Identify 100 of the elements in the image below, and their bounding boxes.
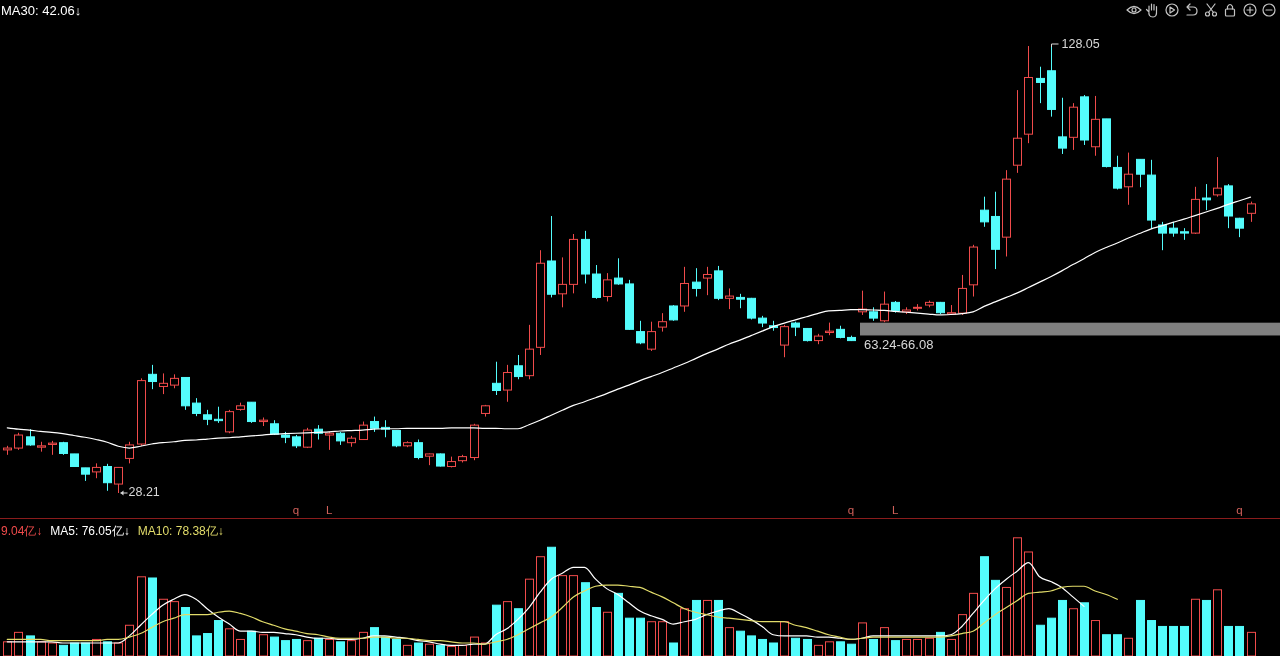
bar	[714, 599, 723, 656]
bar	[1191, 598, 1200, 656]
bar	[1180, 625, 1189, 656]
bar	[14, 631, 23, 656]
candlestick	[692, 267, 701, 298]
bar	[1213, 589, 1222, 656]
x-tick-label: L	[892, 504, 900, 516]
text: MA30: 42.06↓	[1, 3, 82, 18]
bar	[270, 636, 279, 656]
text: 9.04亿↓	[1, 524, 43, 538]
bar	[137, 576, 146, 656]
bar	[703, 599, 712, 656]
candlestick	[614, 257, 623, 286]
bar	[37, 641, 46, 656]
bar	[747, 635, 756, 656]
bar	[680, 608, 689, 656]
bar	[636, 617, 645, 656]
candlestick	[1113, 155, 1122, 190]
bar	[536, 556, 545, 656]
bar	[581, 582, 590, 656]
bar	[192, 635, 201, 656]
bar	[1002, 586, 1011, 656]
candlestick	[514, 354, 523, 380]
bar	[836, 641, 845, 656]
candlestick	[603, 272, 612, 302]
bar	[170, 601, 179, 656]
x-tick-label: q	[292, 504, 300, 516]
bar	[381, 636, 390, 656]
bar	[447, 646, 456, 656]
bar	[1069, 608, 1078, 656]
bar	[902, 638, 911, 656]
bar	[603, 611, 612, 656]
candlestick	[725, 287, 734, 310]
bar	[181, 607, 190, 656]
candlestick	[1213, 156, 1222, 198]
bar	[1047, 617, 1056, 656]
candlestick	[1058, 97, 1067, 155]
bar	[791, 637, 800, 656]
candlestick	[647, 321, 656, 352]
bar	[725, 627, 734, 656]
bar	[525, 578, 534, 656]
bar	[392, 638, 401, 656]
bar	[347, 640, 356, 656]
band-label: 63.24-66.08	[864, 337, 934, 353]
bar	[803, 638, 812, 656]
bar	[436, 644, 445, 656]
bar	[658, 621, 667, 656]
candlestick	[492, 361, 501, 396]
bar	[514, 608, 523, 656]
bar	[969, 592, 978, 656]
bar	[26, 635, 35, 656]
candlestick	[558, 256, 567, 308]
bar	[858, 622, 867, 656]
bar	[281, 640, 290, 656]
bar	[325, 638, 334, 656]
bar	[692, 599, 701, 656]
bar	[592, 607, 601, 656]
bar	[1113, 634, 1122, 656]
bar	[114, 642, 123, 656]
bar	[1091, 620, 1100, 656]
bar	[225, 628, 234, 656]
bar	[425, 643, 434, 656]
candlestick	[1158, 221, 1167, 251]
bar	[414, 642, 423, 656]
bar	[869, 638, 878, 656]
bar	[125, 624, 134, 656]
bar	[236, 638, 245, 656]
x-tick-label: q	[847, 504, 855, 516]
candlestick	[247, 401, 256, 424]
bar	[558, 575, 567, 656]
bar	[1013, 537, 1022, 656]
bar	[614, 592, 623, 656]
bar	[980, 556, 989, 656]
bar	[336, 641, 345, 656]
bar	[625, 617, 634, 656]
bar	[292, 638, 301, 656]
candlestick	[703, 266, 712, 296]
bar	[503, 601, 512, 656]
candlestick	[680, 266, 689, 313]
annotation: 128.05	[1061, 37, 1100, 52]
bar	[1158, 625, 1167, 656]
bar	[1202, 599, 1211, 656]
bar	[847, 643, 856, 656]
x-tick-label: L	[326, 504, 333, 516]
bar	[825, 641, 834, 656]
bar	[1102, 634, 1111, 656]
candlestick	[1202, 183, 1211, 211]
candlestick	[148, 364, 157, 390]
candlestick	[103, 463, 112, 492]
candlestick	[503, 364, 512, 403]
x-tick-label: q	[1236, 504, 1243, 516]
candlestick	[658, 312, 667, 333]
candlestick	[880, 291, 889, 323]
bar	[214, 620, 223, 656]
candlestick	[114, 466, 123, 494]
bar	[780, 621, 789, 656]
bar	[259, 634, 268, 656]
bar	[203, 633, 212, 656]
bar	[991, 579, 1000, 656]
candlestick	[159, 372, 168, 395]
